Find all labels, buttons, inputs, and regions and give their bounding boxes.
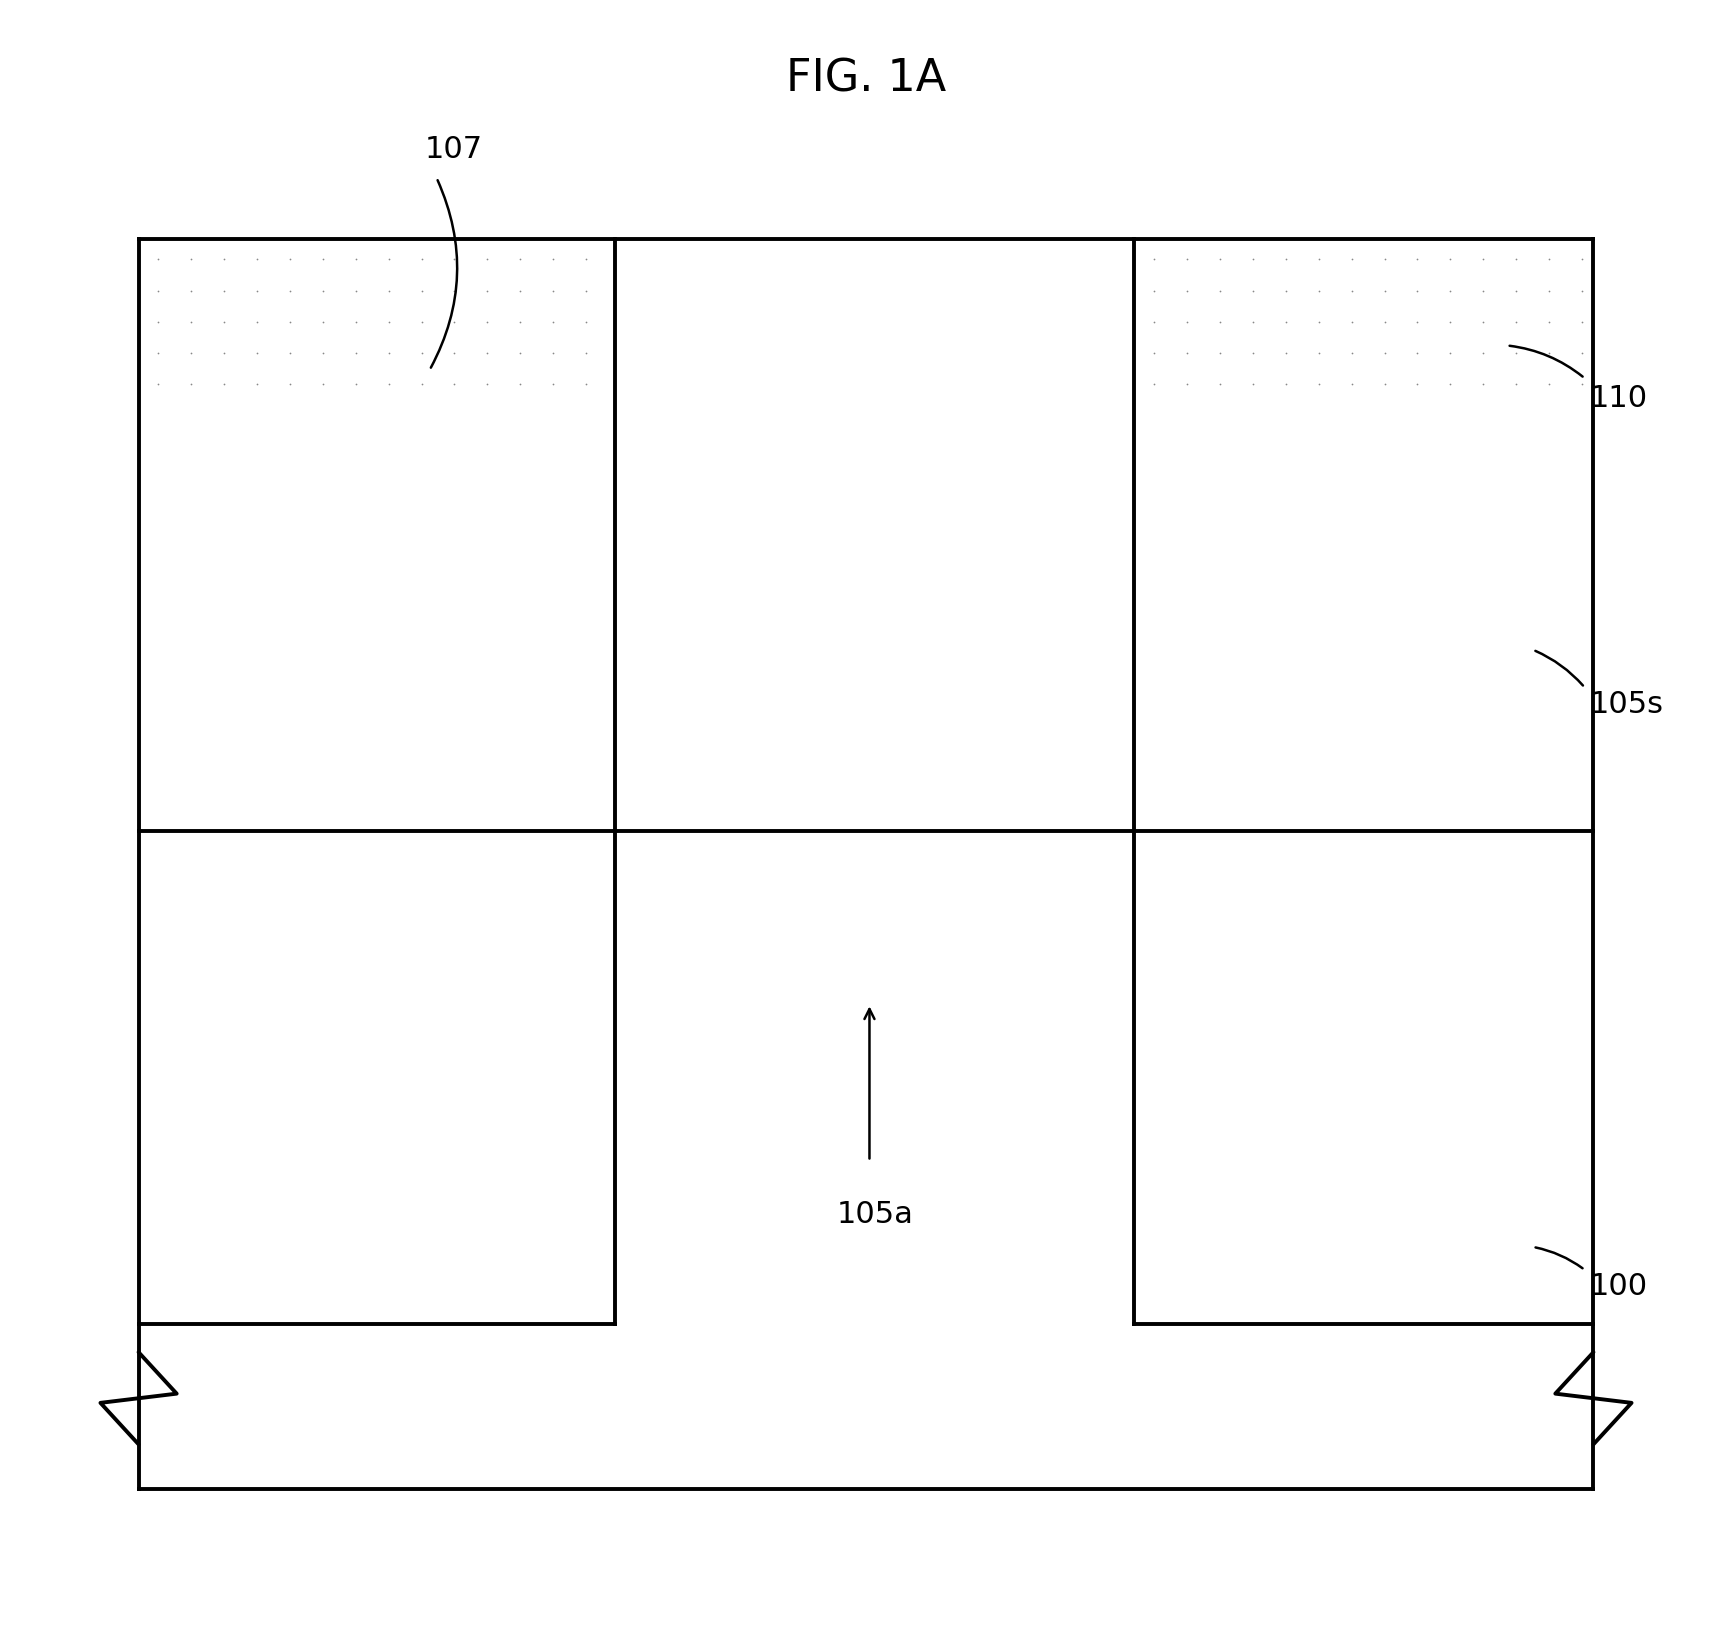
Text: 107: 107	[424, 135, 483, 165]
Bar	[139, 239, 615, 403]
Text: 105a: 105a	[837, 1199, 913, 1229]
Bar	[1134, 239, 1593, 403]
Text: 100: 100	[1590, 1272, 1649, 1301]
Text: FIG. 1A: FIG. 1A	[786, 58, 946, 100]
Text: 105s: 105s	[1590, 689, 1664, 719]
Text: 110: 110	[1590, 383, 1649, 413]
